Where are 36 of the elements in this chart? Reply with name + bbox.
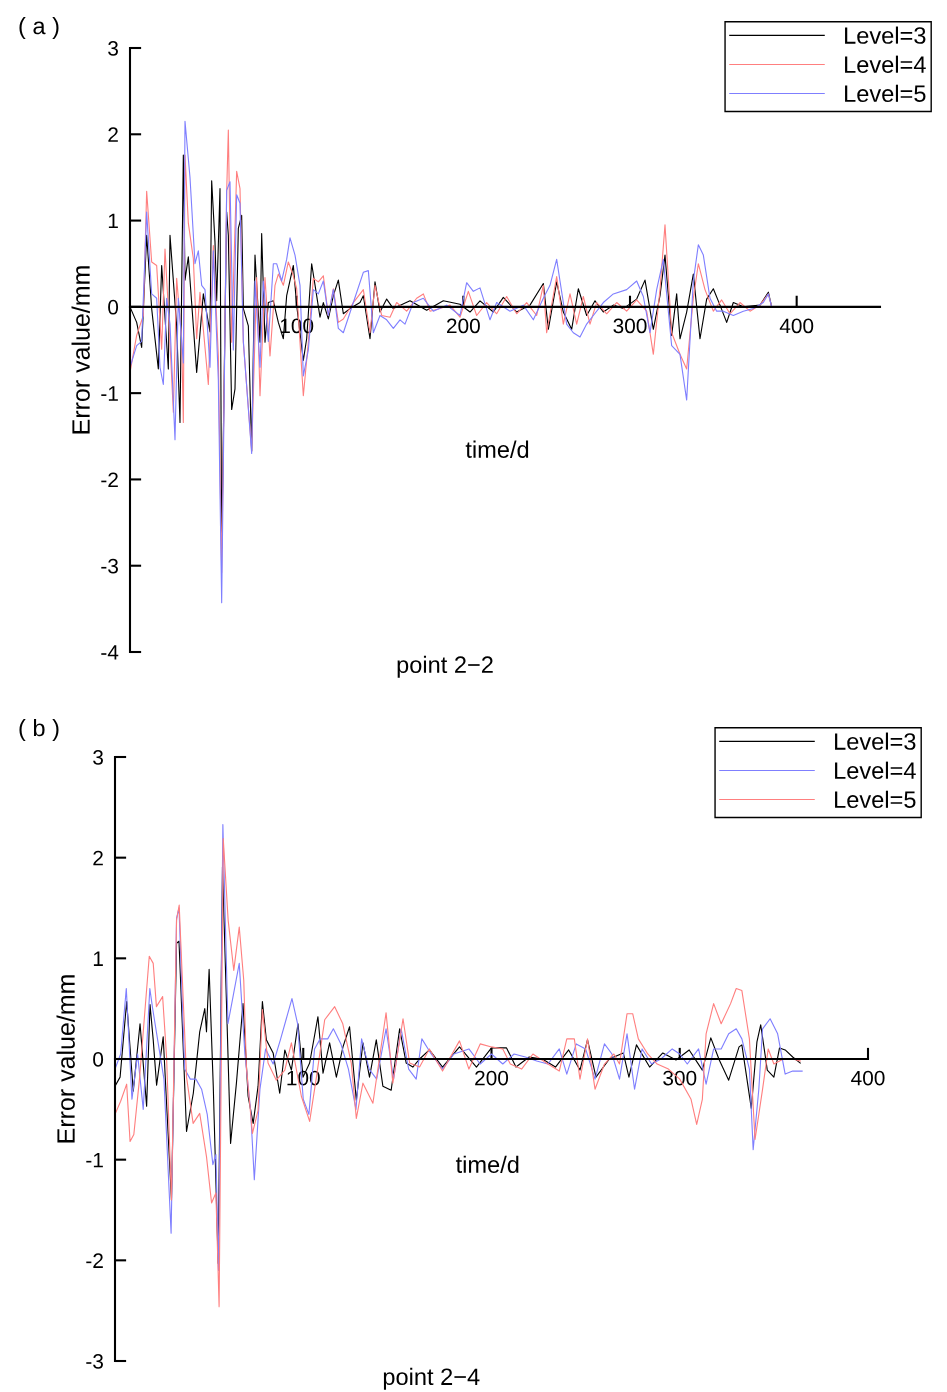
y-tick-label: -2 bbox=[86, 1253, 103, 1268]
legend-label: Level=5 bbox=[845, 84, 926, 103]
legend-label: Level=4 bbox=[845, 55, 926, 73]
x-tick-label: 400 bbox=[851, 1070, 885, 1086]
y-tick-label: 1 bbox=[108, 213, 118, 229]
text: ( a ) bbox=[19, 17, 59, 39]
legend-label: Level=3 bbox=[835, 732, 916, 750]
legend-label: Level=5 bbox=[835, 790, 916, 809]
x-tick-label: 100 bbox=[287, 1070, 320, 1086]
legend-label: Level=3 bbox=[845, 26, 926, 44]
x-axis-title: time/d bbox=[455, 1155, 519, 1173]
y-tick-label: -3 bbox=[86, 1354, 103, 1369]
y-tick-label: -1 bbox=[86, 1152, 103, 1168]
text: point 2−4 bbox=[383, 1367, 480, 1390]
x-tick-label: 200 bbox=[475, 1070, 509, 1086]
y-tick-label: 1 bbox=[93, 951, 103, 966]
y-tick-label: -1 bbox=[101, 386, 118, 401]
y-tick-label: -4 bbox=[101, 645, 119, 660]
y-tick-label: -3 bbox=[101, 558, 118, 574]
y-tick-label: -2 bbox=[101, 472, 118, 487]
x-tick-label: 400 bbox=[779, 318, 814, 334]
text: ( b ) bbox=[19, 718, 59, 741]
x-axis-title: time/d bbox=[465, 440, 529, 458]
y-tick-label: 2 bbox=[93, 850, 103, 866]
x-tick-label: 300 bbox=[613, 318, 647, 334]
y-tick-label: 2 bbox=[108, 127, 118, 142]
y-tick-label: 3 bbox=[108, 41, 118, 56]
x-tick-label: 300 bbox=[663, 1070, 697, 1086]
y-tick-label: 0 bbox=[108, 299, 119, 315]
x-tick-label: 200 bbox=[447, 318, 480, 334]
y-axis-title: Error value/mm bbox=[56, 975, 75, 1143]
text: point 2−2 bbox=[397, 655, 493, 678]
y-tick-label: 3 bbox=[93, 750, 103, 765]
legend-label: Level=4 bbox=[835, 761, 916, 779]
y-axis-title: Error value/mm bbox=[71, 266, 90, 434]
y-tick-label: 0 bbox=[93, 1052, 104, 1067]
